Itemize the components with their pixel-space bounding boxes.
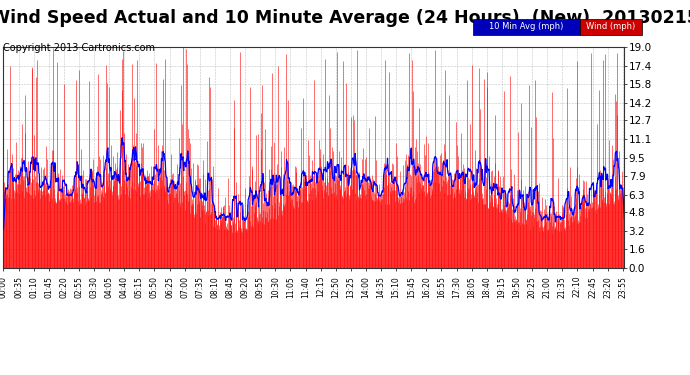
Text: 10 Min Avg (mph): 10 Min Avg (mph) — [489, 22, 563, 31]
Text: Copyright 2013 Cartronics.com: Copyright 2013 Cartronics.com — [3, 43, 155, 53]
Text: Wind (mph): Wind (mph) — [586, 22, 635, 31]
Text: Wind Speed Actual and 10 Minute Average (24 Hours)  (New)  20130215: Wind Speed Actual and 10 Minute Average … — [0, 9, 690, 27]
